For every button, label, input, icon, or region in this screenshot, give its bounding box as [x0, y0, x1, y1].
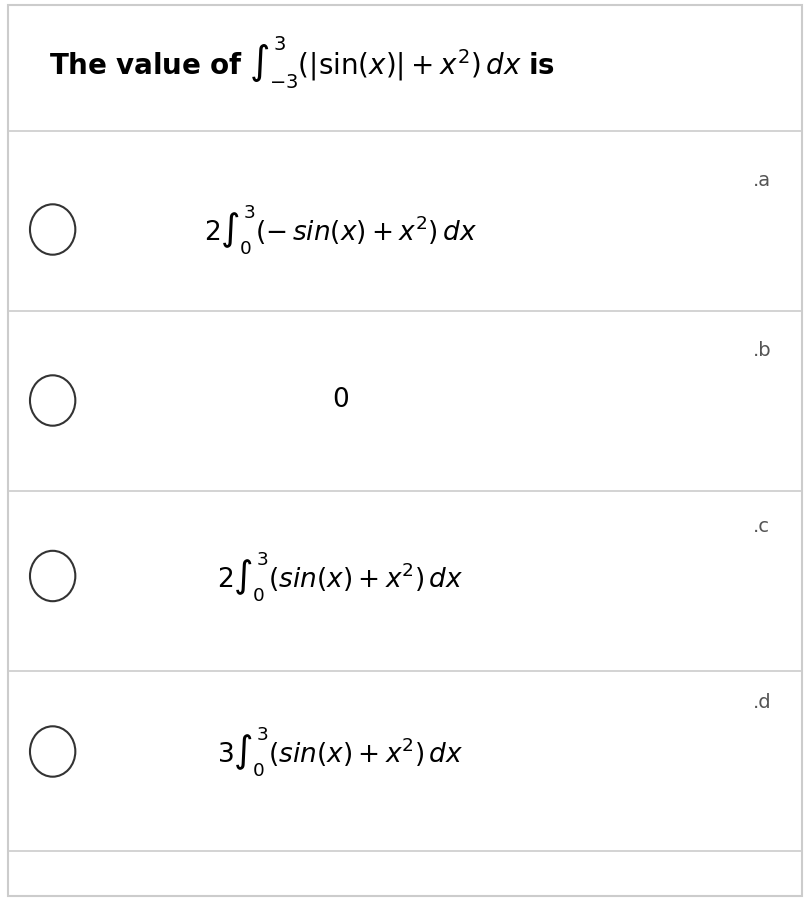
Text: .b: .b — [753, 341, 772, 361]
Text: $3\int_{0}^{3}(sin(x) + x^2)\, dx$: $3\int_{0}^{3}(sin(x) + x^2)\, dx$ — [217, 724, 463, 778]
FancyBboxPatch shape — [8, 4, 802, 896]
Text: $0$: $0$ — [332, 388, 348, 413]
Text: $2\int_{0}^{3}(-\,sin(x) + x^2)\, dx$: $2\int_{0}^{3}(-\,sin(x) + x^2)\, dx$ — [204, 202, 476, 256]
Text: .c: .c — [753, 517, 770, 536]
Text: $\bf{The\ value\ of}$ $\int_{-3}^{3}(|\mathrm{sin}(x)| + x^2)\, dx$ $\bf{is}$: $\bf{The\ value\ of}$ $\int_{-3}^{3}(|\m… — [49, 34, 555, 92]
Text: .d: .d — [753, 692, 772, 712]
Text: .a: .a — [753, 170, 771, 190]
Text: $2\int_{0}^{3}(sin(x) + x^2)\, dx$: $2\int_{0}^{3}(sin(x) + x^2)\, dx$ — [217, 549, 463, 603]
